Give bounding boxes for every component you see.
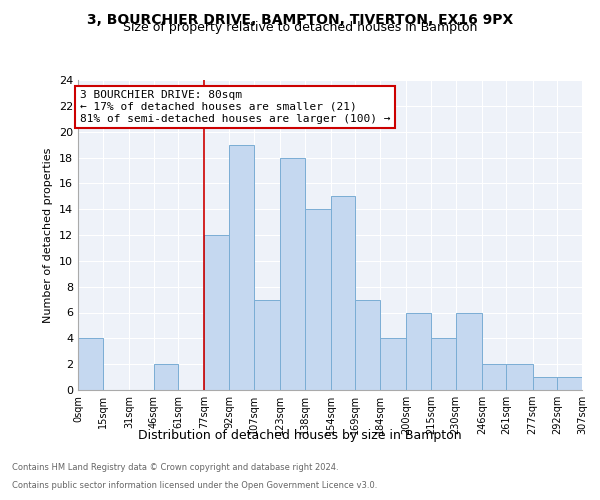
Bar — [406, 312, 431, 390]
Text: 3 BOURCHIER DRIVE: 80sqm
← 17% of detached houses are smaller (21)
81% of semi-d: 3 BOURCHIER DRIVE: 80sqm ← 17% of detach… — [80, 90, 390, 124]
Bar — [229, 144, 254, 390]
Bar — [205, 235, 229, 390]
Bar — [78, 338, 103, 390]
Bar — [154, 364, 178, 390]
Bar — [254, 300, 280, 390]
Bar — [455, 312, 482, 390]
Bar — [355, 300, 380, 390]
Text: Contains HM Land Registry data © Crown copyright and database right 2024.: Contains HM Land Registry data © Crown c… — [12, 464, 338, 472]
Text: Size of property relative to detached houses in Bampton: Size of property relative to detached ho… — [123, 22, 477, 35]
Bar — [557, 377, 582, 390]
Bar — [533, 377, 557, 390]
Text: Distribution of detached houses by size in Bampton: Distribution of detached houses by size … — [138, 428, 462, 442]
Text: 3, BOURCHIER DRIVE, BAMPTON, TIVERTON, EX16 9PX: 3, BOURCHIER DRIVE, BAMPTON, TIVERTON, E… — [87, 12, 513, 26]
Bar — [305, 209, 331, 390]
Text: Contains public sector information licensed under the Open Government Licence v3: Contains public sector information licen… — [12, 481, 377, 490]
Bar — [482, 364, 506, 390]
Y-axis label: Number of detached properties: Number of detached properties — [43, 148, 53, 322]
Bar — [380, 338, 406, 390]
Bar — [331, 196, 355, 390]
Bar — [431, 338, 455, 390]
Bar — [506, 364, 533, 390]
Bar — [280, 158, 305, 390]
